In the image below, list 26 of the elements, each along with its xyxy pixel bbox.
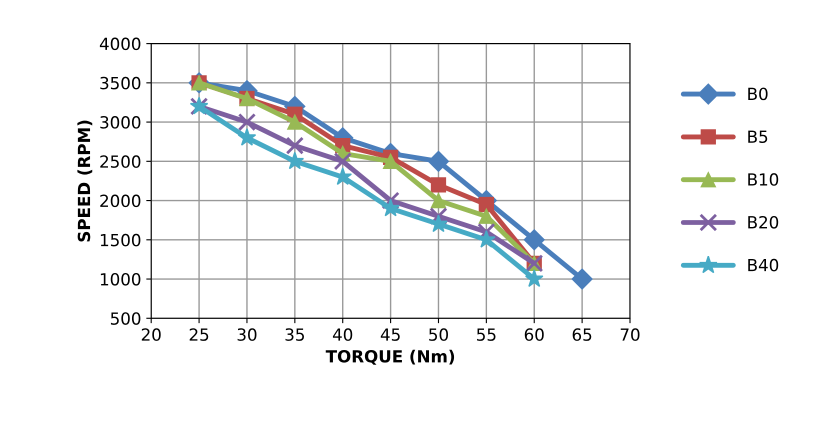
y-tick-label: 500 <box>110 312 140 325</box>
y-tick-label: 4000 <box>100 38 140 50</box>
x-tick-label: 25 <box>190 328 208 341</box>
legend-label: B0 <box>748 88 768 100</box>
y-tick-label: 3500 <box>100 76 140 90</box>
x-axis-title: TORQUE (Nm) <box>326 350 454 365</box>
y-axis-title: SPEED (RPM) <box>77 120 92 242</box>
x-tick-label: 70 <box>620 328 640 341</box>
x-tick-label: 60 <box>524 328 544 341</box>
x-tick-label: 20 <box>142 328 161 341</box>
y-tick-label: 1500 <box>100 234 140 246</box>
legend-label: B20 <box>748 216 778 229</box>
y-tick-label: 1000 <box>100 273 140 286</box>
x-tick-label: 40 <box>332 328 352 341</box>
legend-label: B40 <box>748 258 778 272</box>
x-tick-label: 55 <box>477 328 496 341</box>
x-tick-label: 45 <box>380 328 400 341</box>
x-tick-label: 30 <box>238 328 256 341</box>
x-tick-label: 65 <box>572 328 592 341</box>
legend-label: B10 <box>748 173 778 186</box>
y-tick-label: 2500 <box>100 155 140 168</box>
x-tick-label: 35 <box>286 328 304 341</box>
x-tick-label: 50 <box>429 328 448 341</box>
legend-label: B5 <box>748 130 768 143</box>
y-tick-label: 3000 <box>100 116 140 129</box>
y-tick-label: 2000 <box>100 194 140 208</box>
